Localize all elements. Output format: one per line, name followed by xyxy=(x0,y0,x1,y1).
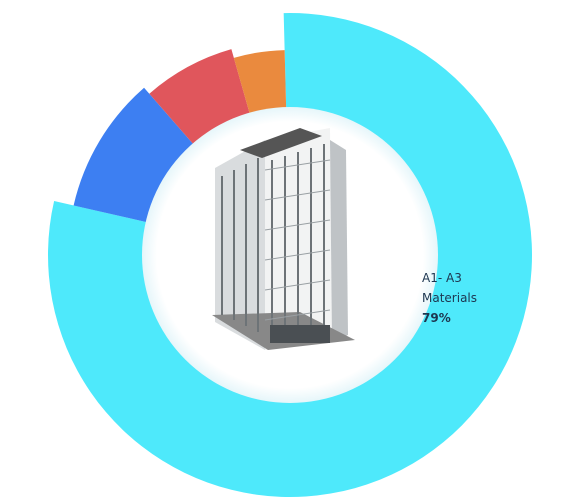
building-image xyxy=(212,128,355,350)
donut-segment xyxy=(233,50,287,121)
donut-segment xyxy=(47,13,532,498)
value-label: 79% xyxy=(422,311,451,325)
category-label: A1- A3 Materials xyxy=(422,271,478,305)
segment-label: A1- A3 Materials 79% xyxy=(422,268,502,328)
donut-segment xyxy=(73,87,198,224)
